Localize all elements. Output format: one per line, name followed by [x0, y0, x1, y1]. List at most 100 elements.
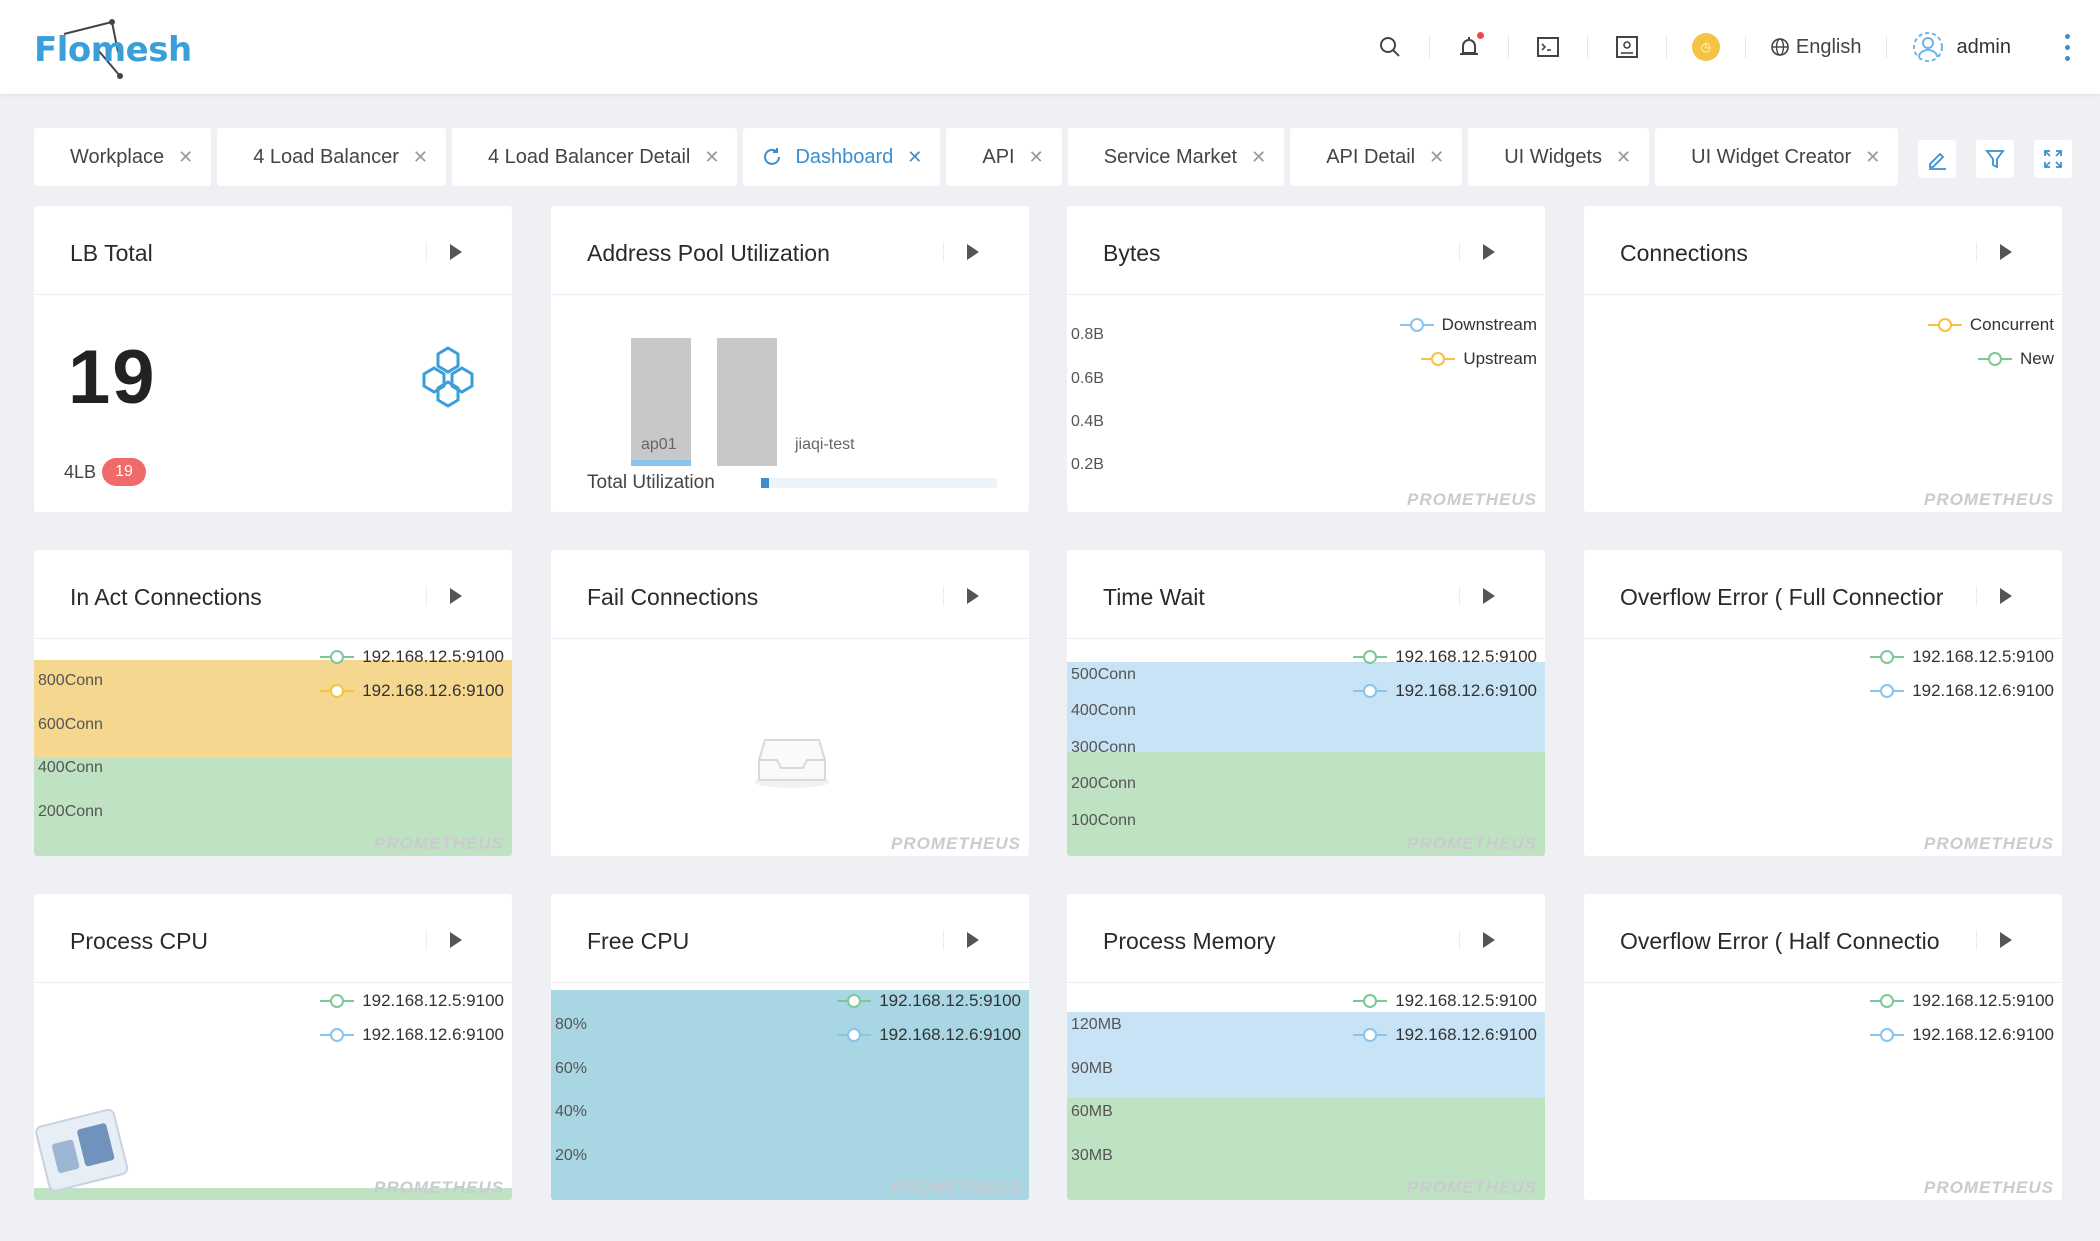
- fullscreen-icon[interactable]: [2034, 140, 2072, 178]
- close-icon[interactable]: ✕: [1028, 146, 1044, 167]
- pool-bar[interactable]: [717, 338, 777, 466]
- y-tick-label: 100Conn: [1071, 812, 1136, 829]
- expand-arrow-icon[interactable]: [1459, 584, 1501, 608]
- tab-dashboard[interactable]: Dashboard ✕: [743, 128, 941, 186]
- expand-arrow-icon[interactable]: [1976, 928, 2018, 952]
- tab-ui-widget-creator[interactable]: UI Widget Creator ✕: [1655, 128, 1899, 186]
- floating-widget-icon[interactable]: [34, 1104, 134, 1200]
- card-body: ap01 jiaqi-test Total Utilization: [551, 296, 1029, 512]
- legend-item[interactable]: 192.168.12.6:9100: [1353, 1018, 1537, 1052]
- y-tick-label: 80%: [555, 1016, 588, 1033]
- search-icon[interactable]: [1375, 32, 1405, 62]
- close-icon[interactable]: ✕: [1616, 146, 1632, 167]
- card-header: Process Memory: [1067, 894, 1545, 983]
- expand-arrow-icon[interactable]: [426, 928, 468, 952]
- legend-item[interactable]: 192.168.12.6:9100: [1870, 674, 2054, 708]
- card-header: In Act Connections: [34, 550, 512, 639]
- more-vert-icon[interactable]: [2065, 33, 2070, 61]
- legend-item[interactable]: 192.168.12.5:9100: [320, 640, 504, 674]
- legend-item[interactable]: 192.168.12.6:9100: [837, 1018, 1021, 1052]
- y-tick-label: 30MB: [1071, 1147, 1113, 1164]
- legend-item[interactable]: 192.168.12.5:9100: [1870, 640, 2054, 674]
- legend-item[interactable]: 192.168.12.5:9100: [320, 984, 504, 1018]
- card-body: Concurrent New PROMETHEUS: [1584, 296, 2062, 512]
- legend-label: 192.168.12.5:9100: [362, 647, 504, 666]
- user-menu[interactable]: admin: [1911, 30, 2011, 64]
- tab-api[interactable]: API ✕: [946, 128, 1062, 186]
- clock-icon[interactable]: ◷: [1691, 32, 1721, 62]
- expand-arrow-icon[interactable]: [1459, 240, 1501, 264]
- legend-item[interactable]: 192.168.12.5:9100: [1353, 640, 1537, 674]
- close-icon[interactable]: ✕: [1251, 146, 1267, 167]
- legend-item[interactable]: New: [1928, 342, 2054, 376]
- user-name: admin: [1956, 35, 2011, 58]
- legend-item[interactable]: Upstream: [1400, 342, 1537, 376]
- utilization-slider[interactable]: [761, 478, 997, 488]
- language-switcher[interactable]: English: [1770, 36, 1862, 59]
- expand-arrow-icon[interactable]: [943, 584, 985, 608]
- legend-item[interactable]: Downstream: [1399, 308, 1537, 342]
- tab-load-balancer[interactable]: 4 Load Balancer ✕: [217, 128, 446, 186]
- chart-legend: 192.168.12.5:9100 192.168.12.6:9100: [1870, 984, 2054, 1052]
- y-tick-label: 0.8B: [1071, 326, 1104, 343]
- y-tick-label: 0.2B: [1071, 456, 1104, 473]
- card-header: Bytes: [1067, 206, 1545, 295]
- y-tick-label: 20%: [555, 1147, 588, 1164]
- tab-ui-widgets[interactable]: UI Widgets ✕: [1468, 128, 1650, 186]
- pool-bar-label: jiaqi-test: [795, 436, 855, 453]
- alarm-icon[interactable]: [1454, 32, 1484, 62]
- terminal-icon[interactable]: [1533, 32, 1563, 62]
- card-header: Time Wait: [1067, 550, 1545, 639]
- expand-arrow-icon[interactable]: [426, 240, 468, 264]
- close-icon[interactable]: ✕: [1429, 146, 1445, 167]
- cube-cluster-icon: [422, 346, 474, 408]
- tab-workplace[interactable]: Workplace ✕: [34, 128, 212, 186]
- tab-load-balancer-detail[interactable]: 4 Load Balancer Detail ✕: [451, 128, 738, 186]
- card-title: Process CPU: [70, 928, 209, 954]
- tab-label: API: [982, 145, 1015, 168]
- tab-api-detail[interactable]: API Detail ✕: [1290, 128, 1463, 186]
- series-area-green: [1067, 1098, 1545, 1200]
- expand-arrow-icon[interactable]: [1976, 240, 2018, 264]
- legend-item[interactable]: 192.168.12.6:9100: [320, 674, 504, 708]
- pool-bar[interactable]: [631, 338, 691, 460]
- legend-item[interactable]: 192.168.12.6:9100: [1353, 674, 1537, 708]
- card-fail-connections: Fail Connections PROMETHEUS: [551, 550, 1029, 856]
- card-title: LB Total: [70, 240, 153, 266]
- tab-label: UI Widget Creator: [1691, 145, 1852, 168]
- legend-label: 192.168.12.5:9100: [1395, 991, 1537, 1010]
- expand-arrow-icon[interactable]: [426, 584, 468, 608]
- edit-icon[interactable]: [1918, 140, 1956, 178]
- source-label: PROMETHEUS: [1407, 834, 1537, 853]
- card-in-act-connections: In Act Connections 800Conn 600Conn 400Co…: [34, 550, 512, 856]
- source-label: PROMETHEUS: [374, 834, 504, 853]
- close-icon[interactable]: ✕: [178, 146, 194, 167]
- filter-icon[interactable]: [1976, 140, 2014, 178]
- legend-item[interactable]: Concurrent: [1927, 308, 2054, 342]
- expand-arrow-icon[interactable]: [1976, 584, 2018, 608]
- monitor-icon[interactable]: [1612, 32, 1642, 62]
- close-icon[interactable]: ✕: [704, 146, 720, 167]
- close-icon[interactable]: ✕: [907, 146, 923, 167]
- series-area-yellow: [34, 660, 512, 758]
- legend-item[interactable]: 192.168.12.5:9100: [1353, 984, 1537, 1018]
- refresh-icon[interactable]: [761, 146, 783, 168]
- tab-label: Dashboard: [795, 145, 894, 168]
- tab-label: 4 Load Balancer: [253, 145, 399, 168]
- expand-arrow-icon[interactable]: [943, 240, 985, 264]
- slider-handle[interactable]: [761, 478, 769, 488]
- close-icon[interactable]: ✕: [1865, 146, 1881, 167]
- flomesh-logo[interactable]: Flomesh: [34, 14, 192, 80]
- legend-item[interactable]: 192.168.12.6:9100: [320, 1018, 504, 1052]
- divider: [1744, 36, 1746, 58]
- legend-item[interactable]: 192.168.12.5:9100: [837, 984, 1021, 1018]
- tab-service-market[interactable]: Service Market ✕: [1067, 128, 1285, 186]
- legend-item[interactable]: 192.168.12.5:9100: [1870, 984, 2054, 1018]
- y-tick-label: 60%: [555, 1060, 588, 1077]
- expand-arrow-icon[interactable]: [943, 928, 985, 952]
- y-tick-label: 0.4B: [1071, 413, 1104, 430]
- series-area-green: [34, 1188, 512, 1200]
- expand-arrow-icon[interactable]: [1459, 928, 1501, 952]
- legend-item[interactable]: 192.168.12.6:9100: [1870, 1018, 2054, 1052]
- close-icon[interactable]: ✕: [412, 146, 428, 167]
